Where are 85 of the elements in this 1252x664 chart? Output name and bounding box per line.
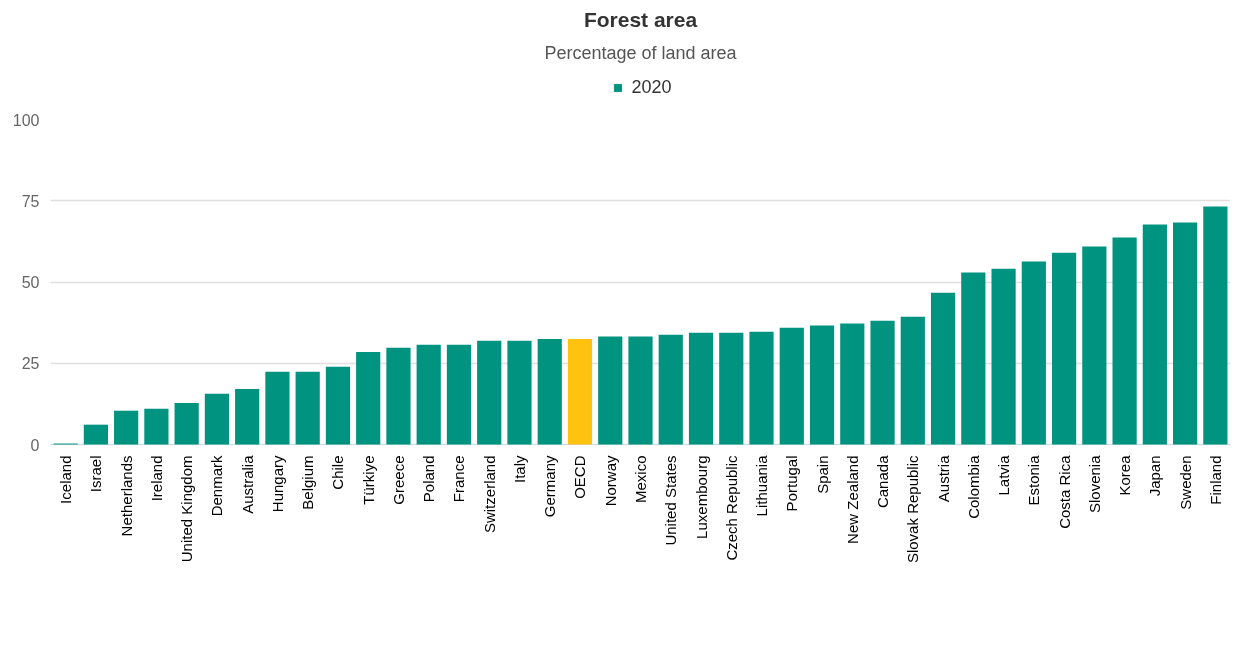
bar — [446, 344, 472, 445]
x-tick-label: Portugal — [783, 455, 801, 512]
y-tick-label: 75 — [21, 192, 40, 210]
y-tick-label: 25 — [21, 355, 40, 373]
bar — [567, 338, 593, 445]
bar — [688, 332, 714, 445]
x-tick-label: Lithuania — [753, 454, 771, 517]
x-tick-label: United States — [662, 455, 680, 546]
x-tick-label: Estonia — [1025, 454, 1043, 506]
bar — [386, 347, 411, 445]
x-tick-label: Spain — [813, 455, 831, 494]
bar — [900, 316, 925, 445]
x-tick-label: OECD — [571, 455, 589, 499]
x-tick-label: Poland — [420, 455, 438, 503]
x-tick-label: Chile — [329, 455, 347, 490]
x-tick-label: New Zealand — [843, 455, 861, 544]
x-tick-label: Korea — [1116, 454, 1134, 496]
bar — [265, 371, 290, 445]
x-tick-label: Iceland — [57, 455, 75, 504]
x-tick-label: Israel — [87, 455, 105, 493]
x-tick-label: Hungary — [268, 455, 286, 513]
bar — [1082, 246, 1107, 445]
bar — [991, 268, 1016, 445]
x-tick-label: Austria — [934, 454, 952, 503]
x-tick-label: Norway — [601, 455, 619, 507]
x-tick-label: Sweden — [1176, 455, 1194, 510]
x-tick-label: Netherlands — [117, 455, 135, 537]
x-tick-label: Latvia — [995, 454, 1013, 496]
x-tick-label: Czech Republic — [722, 455, 740, 561]
bar — [1021, 261, 1046, 445]
x-tick-label: Colombia — [964, 454, 982, 519]
bar — [1112, 237, 1137, 445]
x-tick-label: Belgium — [299, 455, 317, 510]
bar — [114, 410, 139, 445]
bar — [507, 340, 532, 445]
bar — [1051, 252, 1077, 445]
x-tick-label: United Kingdom — [178, 455, 196, 563]
bar — [598, 336, 623, 445]
x-tick-label: Japan — [1146, 455, 1164, 497]
bar — [658, 334, 683, 445]
x-tick-label: Luxembourg — [692, 455, 710, 539]
y-tick-label: 50 — [21, 274, 40, 291]
x-tick-label: Australia — [238, 454, 256, 514]
bar — [749, 331, 774, 445]
chart-subtitle: Percentage of land area — [544, 42, 738, 63]
bar — [174, 402, 199, 445]
bar — [204, 393, 230, 445]
x-tick-label: Finland — [1206, 455, 1224, 505]
bar — [809, 325, 835, 445]
x-tick-label: Slovenia — [1085, 454, 1103, 514]
bar — [477, 340, 502, 445]
bar — [325, 366, 351, 445]
x-tick-label: Denmark — [208, 455, 226, 517]
x-tick-label: Türkiye — [359, 455, 377, 505]
y-tick-label: 0 — [30, 436, 40, 454]
x-tick-label: Slovak Republic — [904, 455, 922, 564]
bar — [416, 344, 441, 445]
bar — [719, 332, 744, 445]
bar — [83, 424, 108, 445]
bar — [235, 388, 260, 445]
x-tick-label: Italy — [510, 455, 528, 484]
bar — [537, 338, 562, 445]
x-tick-label: Costa Rica — [1055, 454, 1073, 529]
x-tick-label: Mexico — [632, 455, 649, 504]
y-tick-label: 100 — [12, 111, 40, 129]
x-tick-label: Canada — [874, 454, 892, 509]
bar — [840, 323, 865, 445]
bar — [930, 292, 956, 445]
bar — [779, 327, 804, 445]
bar — [1173, 222, 1198, 445]
bar — [356, 351, 381, 445]
x-tick-label: Germany — [541, 455, 559, 518]
bar — [628, 336, 653, 445]
bar — [144, 408, 169, 445]
bar — [961, 272, 986, 445]
x-tick-label: France — [450, 455, 468, 503]
bar — [1203, 206, 1228, 445]
bar — [295, 371, 320, 445]
x-tick-label: Ireland — [147, 455, 165, 502]
x-tick-label: Greece — [389, 455, 407, 505]
legend-label: 2020 — [631, 76, 672, 98]
x-tick-label: Switzerland — [480, 455, 498, 534]
bar — [1142, 224, 1167, 445]
bar — [870, 320, 895, 445]
chart-title: Forest area — [583, 7, 698, 31]
